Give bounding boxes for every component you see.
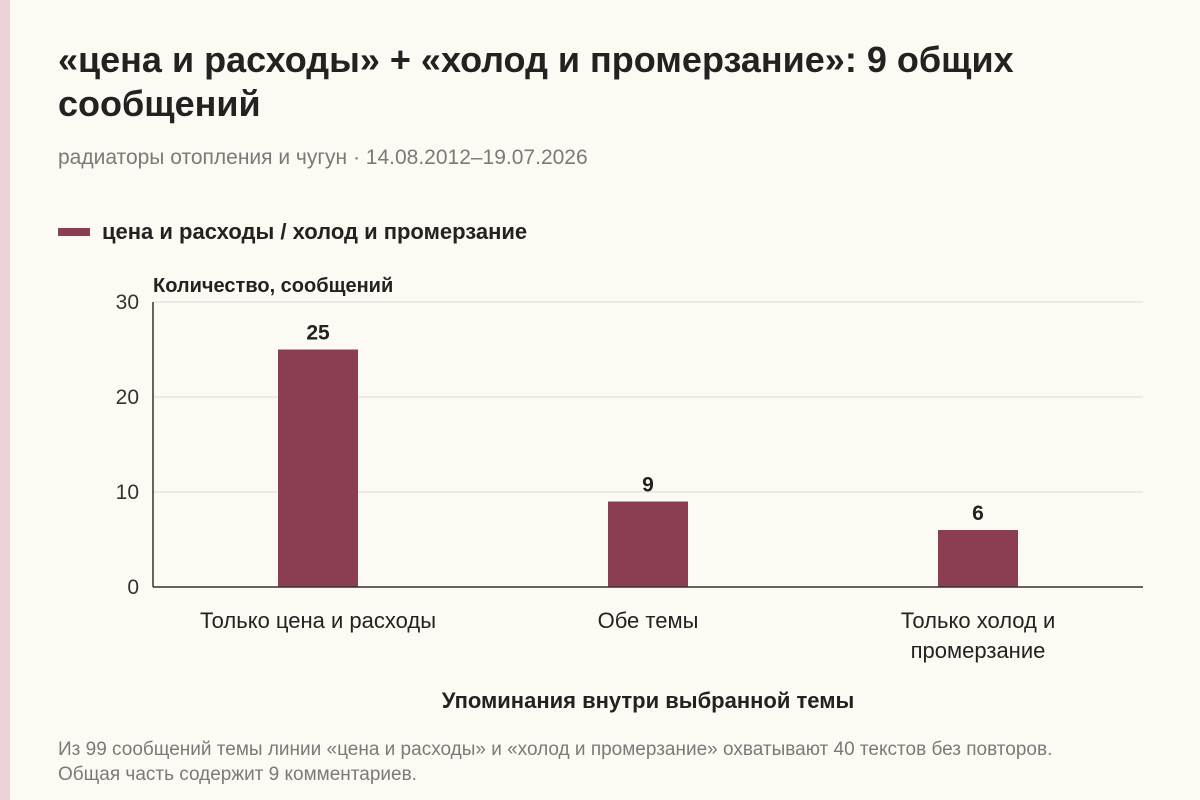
bar-value-label: 6 [972, 502, 984, 525]
y-tick-label: 0 [127, 576, 139, 599]
bar-value-label: 25 [306, 322, 330, 345]
x-tick-label: Обе темы [598, 608, 699, 633]
y-tick-label: 10 [116, 481, 139, 504]
y-tick-label: 30 [116, 291, 139, 314]
accent-strip [0, 0, 10, 800]
legend-swatch [58, 228, 90, 236]
chart-subtitle: радиаторы отопления и чугун · 14.08.2012… [58, 146, 588, 169]
bars [278, 349, 1018, 587]
y-axis-label: Количество, сообщений [153, 275, 393, 297]
data-labels: 25 9 6 [306, 322, 984, 526]
legend: цена и расходы / холод и промерзание [58, 219, 527, 245]
bar [608, 501, 688, 587]
bar-value-label: 9 [642, 474, 654, 497]
legend-label: цена и расходы / холод и промерзание [102, 219, 528, 244]
x-tick-label: Только цена и расходы [200, 608, 436, 633]
y-tick-label: 20 [116, 386, 139, 409]
x-tick-label: Только холод и промерзание [901, 608, 1056, 663]
bar [278, 349, 358, 587]
x-axis-label: Упоминания внутри выбранной темы [442, 688, 855, 713]
footnote: Из 99 сообщений темы линии «цена и расхо… [58, 739, 1053, 785]
chart-title: «цена и расходы» + «холод и промерзание»… [58, 39, 1014, 124]
bar [938, 530, 1018, 587]
axis-ticks: 0 10 20 30 Только цена и расходы Обе темы Толь… [116, 291, 1143, 663]
